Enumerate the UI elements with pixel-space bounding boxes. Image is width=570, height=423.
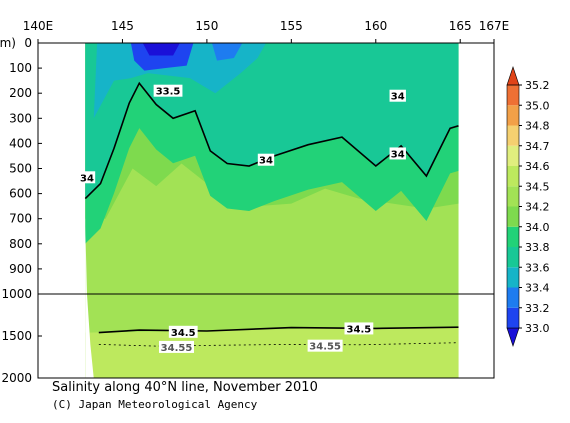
colorbar-segment-2 [507,267,519,288]
y-tick-label-2: 200 [9,86,32,100]
y-unit-label: (m) [0,36,16,50]
colorbar-segment-11 [507,85,519,106]
contour-label-4: 34 [80,173,94,184]
contour-label-bg [389,89,406,102]
isoline-34 [84,81,459,200]
y-tick-label-4: 400 [9,136,32,150]
y-tick-label-5: 500 [9,162,32,176]
contour-label-bg [257,153,275,166]
fill-33-4-core [211,43,243,61]
y-tick-label-1: 100 [9,61,32,75]
x-tick-label-3: 155 [280,19,303,33]
contour-label-6: 34.5 [347,324,372,335]
colorbar-segment-9 [507,125,519,146]
y-tick-label-7: 700 [9,212,32,226]
contour-label-7: 34.55 [161,343,193,354]
fill-33-8 [85,43,459,199]
colorbar-segment-7 [507,166,519,187]
colorbar-segment-6 [507,186,519,207]
colorbar-label-4: 33.8 [525,241,550,254]
colorbar-label-7: 34.5 [525,180,550,193]
contour-label-8: 34.55 [309,342,341,353]
colorbar-segment-4 [507,226,519,247]
colorbar-segment-8 [507,145,519,166]
contour-label-bg [78,171,96,184]
x-tick-label-4: 160 [364,19,387,33]
colorbar-label-9: 34.7 [525,140,550,153]
colorbar-segment-10 [507,105,519,126]
contour-label-bg [153,84,183,97]
y-tick-label-10: 1000 [1,287,32,301]
contour-label-bg [344,322,374,335]
y-tick-label-9: 900 [9,262,32,276]
contour-label-bg [158,340,194,353]
isoline-34-5 [98,326,459,334]
x-tick-label-1: 145 [111,19,134,33]
contour-label-bg [389,147,406,160]
chart-credit: (C) Japan Meteorological Agency [52,398,258,411]
y-tick-label-0: 0 [24,36,32,50]
colorbar-top-arrow [506,66,520,86]
colorbar-segment-0 [507,307,519,328]
contour-label-5: 34.5 [171,328,196,339]
contour-label-bg [307,339,343,352]
y-tick-label-8: 800 [9,237,32,251]
colorbar-label-1: 33.2 [525,302,550,315]
contour-label-1: 34 [391,92,405,103]
colorbar-label-5: 34.0 [525,221,550,234]
fill-34-6-deep [85,327,459,378]
x-tick-label-5: 165 [449,19,472,33]
colorbar-label-2: 33.4 [525,282,550,295]
colorbar-segment-5 [507,206,519,227]
y-tick-label-11: 1500 [1,329,32,343]
plot-frame [37,42,495,379]
colorbar-label-0: 33.0 [525,322,550,335]
isoline-34-55 [98,342,459,347]
contour-label-2: 34 [259,156,273,167]
colorbar-label-12: 35.2 [525,79,550,92]
colorbar-label-6: 34.2 [525,201,550,214]
x-tick-label-0: 140E [23,19,54,33]
y-tick-label-3: 300 [9,111,32,125]
y-tick-label-12: 2000 [1,371,32,385]
fill-33-0-core [142,43,180,56]
colorbar-segment-1 [507,287,519,308]
colorbar-label-10: 34.8 [525,120,550,133]
colorbar-bottom-arrow [506,327,520,347]
missing-data-area [85,226,94,378]
colorbar-label-8: 34.6 [525,160,550,173]
y-tick-label-6: 600 [9,187,32,201]
colorbar-segment-3 [507,247,519,268]
colorbar-label-11: 35.0 [525,99,550,112]
colorbar-label-3: 33.6 [525,261,550,274]
contour-label-3: 34 [391,149,405,160]
chart-title: Salinity along 40°N line, November 2010 [52,380,318,395]
x-tick-label-2: 150 [195,19,218,33]
x-tick-label-6: 167E [479,19,510,33]
contour-label-bg [168,325,198,338]
contour-label-0: 33.5 [156,87,181,98]
